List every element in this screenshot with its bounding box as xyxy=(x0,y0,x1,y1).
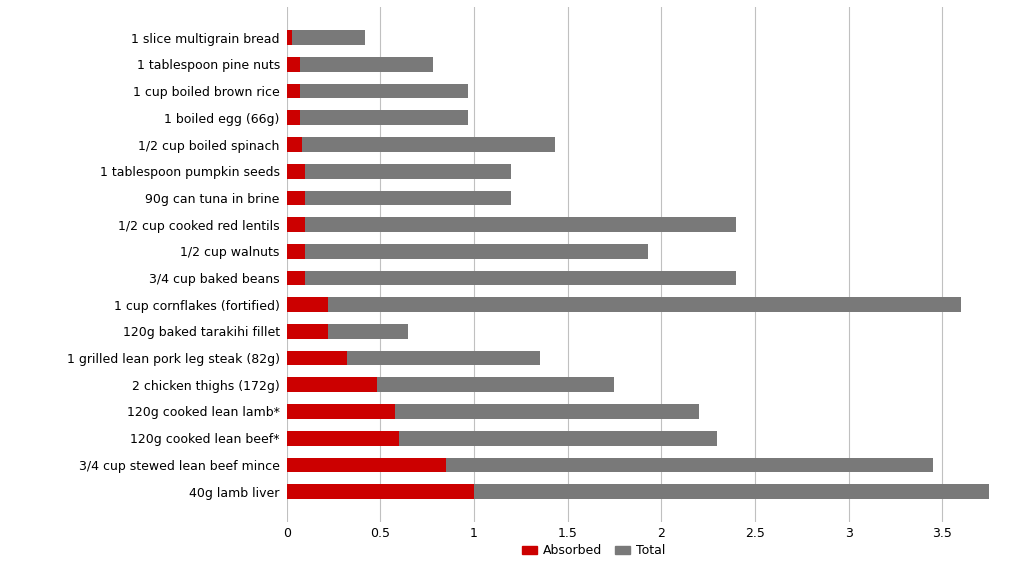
Bar xyxy=(287,57,300,72)
Bar xyxy=(287,137,555,152)
Bar xyxy=(287,244,648,259)
Bar xyxy=(287,244,305,259)
Bar xyxy=(287,404,698,419)
Bar xyxy=(287,484,989,499)
Bar xyxy=(287,217,305,232)
Bar xyxy=(287,164,305,179)
Bar xyxy=(287,378,377,392)
Bar xyxy=(287,30,366,45)
Bar xyxy=(287,378,614,392)
Bar xyxy=(287,110,468,125)
Bar xyxy=(287,351,347,366)
Bar xyxy=(287,191,305,205)
Bar xyxy=(287,297,328,312)
Bar xyxy=(287,164,511,179)
Legend: Absorbed, Total: Absorbed, Total xyxy=(517,540,671,563)
Bar xyxy=(287,84,468,99)
Bar xyxy=(287,271,305,285)
Bar xyxy=(287,457,445,472)
Bar xyxy=(287,217,736,232)
Bar xyxy=(287,110,300,125)
Bar xyxy=(287,84,300,99)
Bar xyxy=(287,30,292,45)
Bar xyxy=(287,324,409,339)
Bar xyxy=(287,57,433,72)
Bar xyxy=(287,297,961,312)
Bar xyxy=(287,484,474,499)
Bar xyxy=(287,431,399,445)
Bar xyxy=(287,351,540,366)
Bar xyxy=(287,271,736,285)
Bar xyxy=(287,137,302,152)
Bar xyxy=(287,457,933,472)
Bar xyxy=(287,404,395,419)
Bar xyxy=(287,324,328,339)
Bar xyxy=(287,191,511,205)
Bar xyxy=(287,431,718,445)
